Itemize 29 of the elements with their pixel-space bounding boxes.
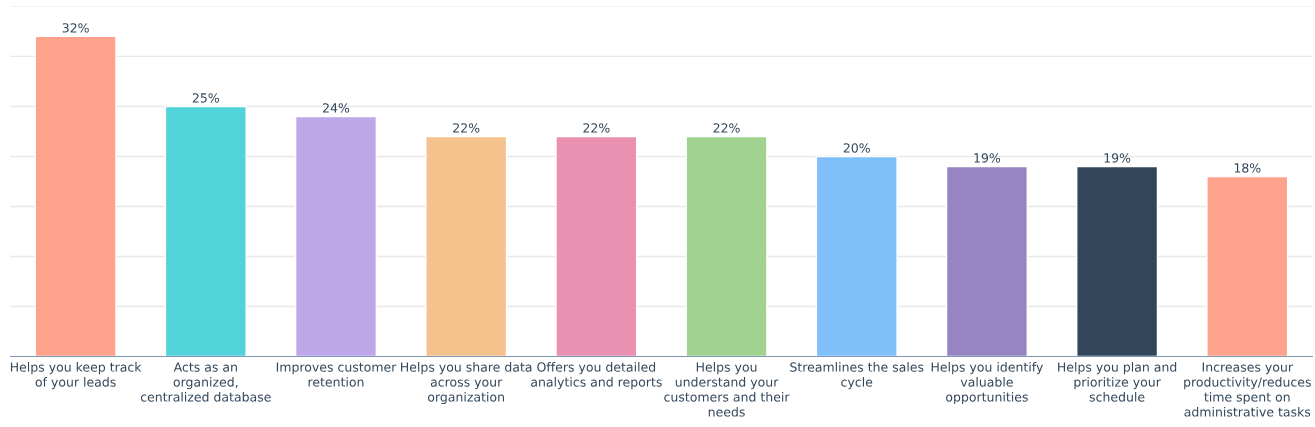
x-tick-label: Helps you plan and prioritize your schedule: [1058, 362, 1177, 402]
bar: [815, 155, 898, 357]
data-label: 18%: [1234, 163, 1261, 173]
data-label: 32%: [62, 23, 89, 33]
bar: [1076, 165, 1159, 357]
x-tick-label: Streamlines the sales cycle: [790, 362, 924, 390]
bar: [555, 135, 638, 357]
data-label: 22%: [713, 123, 740, 133]
x-tick-label: Helps you understand your customers and their needs: [664, 362, 790, 417]
x-tick-label: Offers you detailed analytics and reports: [531, 362, 662, 390]
data-label: 22%: [453, 123, 480, 133]
data-label: 22%: [583, 123, 610, 133]
x-tick-label: Improves customer retention: [276, 362, 397, 387]
bar: [425, 135, 508, 357]
data-label: 20%: [843, 143, 870, 153]
bar: [294, 115, 378, 357]
x-tick-label: Helps you share data across your organization: [401, 362, 532, 405]
bar: [685, 135, 768, 357]
data-label: 25%: [192, 93, 219, 103]
bar: [164, 105, 247, 357]
data-label: 19%: [974, 153, 1001, 163]
bar: [34, 35, 117, 357]
data-label: 19%: [1104, 153, 1131, 163]
x-tick-label: Helps you identify valuable opportunities: [931, 362, 1043, 405]
x-tick-label: Acts as an organized, centralized database: [140, 362, 271, 402]
bar: [945, 165, 1028, 357]
x-tick-label: Increases your productivity/reduces time spent on administrative tasks: [1184, 362, 1311, 417]
data-label: 24%: [323, 103, 350, 113]
bar: [1206, 175, 1289, 357]
